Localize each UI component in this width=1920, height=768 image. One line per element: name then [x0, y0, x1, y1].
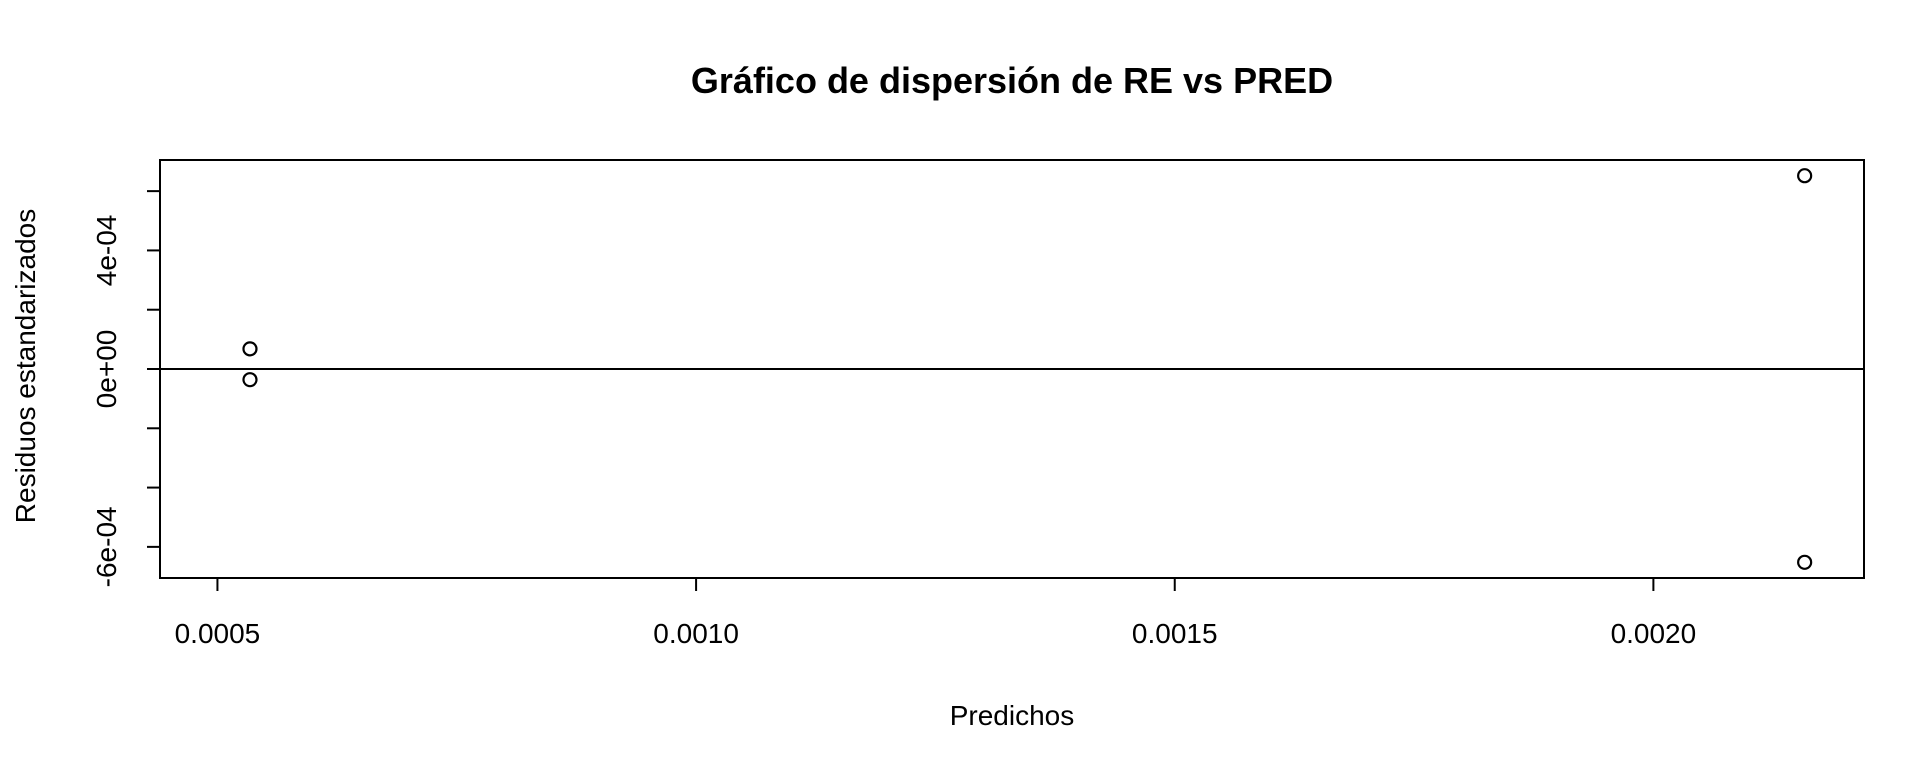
- x-axis: 0.0005 0.0010 0.0015 0.0020: [175, 577, 1697, 649]
- plot-marks: [160, 168, 1864, 570]
- x-tick-label: 0.0005: [175, 618, 261, 649]
- y-tick-label: 4e-04: [91, 215, 122, 287]
- x-tick-label: 0.0020: [1611, 618, 1697, 649]
- data-point: [242, 372, 258, 388]
- data-point: [1797, 554, 1813, 570]
- x-tick-label: 0.0015: [1132, 618, 1218, 649]
- y-axis: -6e-04 0e+00 4e-04: [91, 190, 161, 587]
- data-point: [1797, 168, 1813, 184]
- y-axis-label: Residuos estandarizados: [10, 209, 41, 523]
- chart-title: Gráfico de dispersión de RE vs PRED: [691, 60, 1333, 101]
- y-tick-label: 0e+00: [91, 330, 122, 409]
- x-axis-label: Predichos: [950, 700, 1075, 731]
- data-point: [242, 341, 258, 357]
- y-tick-label: -6e-04: [91, 506, 122, 587]
- x-tick-label: 0.0010: [653, 618, 739, 649]
